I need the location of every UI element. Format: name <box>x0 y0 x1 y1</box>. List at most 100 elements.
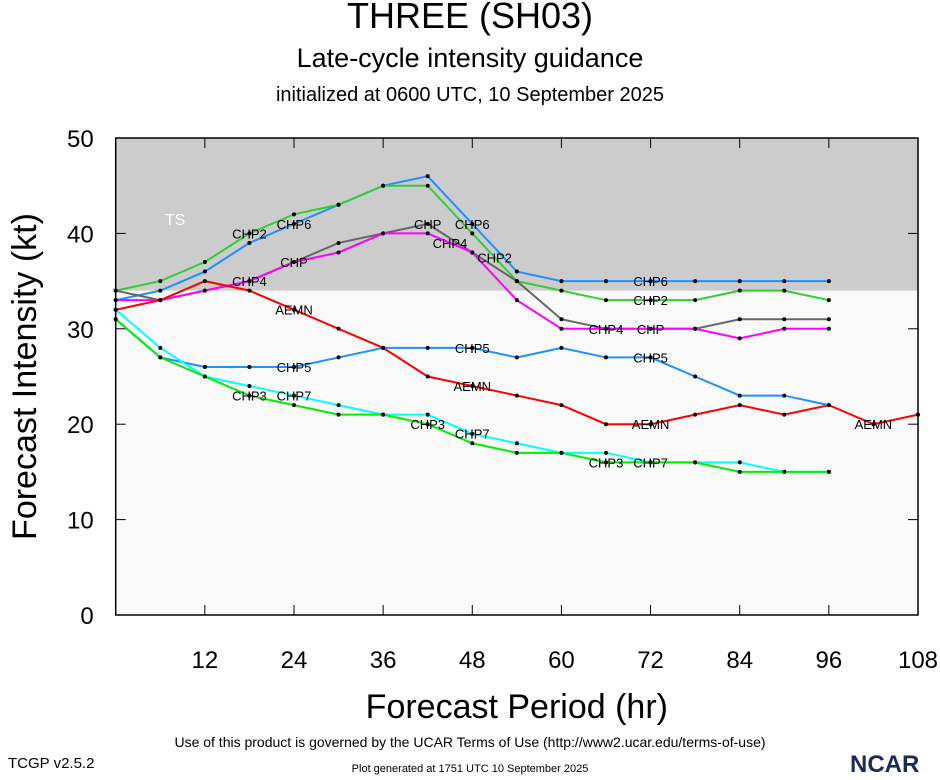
series-label-chp4: CHP4 <box>433 236 468 251</box>
data-point-chp5 <box>693 374 698 379</box>
data-point-aemn <box>782 412 787 417</box>
data-point-chp2 <box>782 288 787 293</box>
data-point-chp6 <box>202 269 207 274</box>
data-point-chp3 <box>336 412 341 417</box>
data-point-chp7 <box>158 345 163 350</box>
series-label-chp2: CHP2 <box>633 293 668 308</box>
data-point-chp5 <box>425 345 430 350</box>
series-label-chp6: CHP6 <box>455 217 490 232</box>
series-label-chp7: CHP7 <box>633 455 668 470</box>
series-label-chp3: CHP3 <box>589 455 624 470</box>
series-label-chp2: CHP2 <box>232 226 267 241</box>
series-label-aemn: AEMN <box>275 303 313 318</box>
data-point-chp7 <box>425 412 430 417</box>
data-point-chp2 <box>559 288 564 293</box>
data-point-chp5 <box>291 364 296 369</box>
ts-band <box>115 138 918 291</box>
data-point-aemn <box>425 374 430 379</box>
data-point-chp7 <box>336 403 341 408</box>
series-label-chp5: CHP5 <box>277 360 312 375</box>
data-point-chp4 <box>559 326 564 331</box>
data-point-chp3 <box>291 403 296 408</box>
x-tick-label: 72 <box>637 647 664 674</box>
data-point-chp5 <box>782 393 787 398</box>
data-point-chp4 <box>291 260 296 265</box>
data-point-aemn <box>291 307 296 312</box>
data-point-chp2 <box>693 298 698 303</box>
data-point-chp5 <box>603 355 608 360</box>
ncar-logo: NCAR <box>850 751 920 778</box>
data-point-chp <box>559 317 564 322</box>
series-label-chp7: CHP7 <box>277 389 312 404</box>
series-label-aemn: AEMN <box>855 417 893 432</box>
series-label-chp6: CHP6 <box>633 274 668 289</box>
data-point-aemn <box>202 279 207 284</box>
data-point-chp4 <box>202 288 207 293</box>
chart-title: THREE (SH03) <box>346 0 594 36</box>
data-point-chp2 <box>603 298 608 303</box>
series-label-chp5: CHP5 <box>633 350 668 365</box>
data-point-chp <box>514 279 519 284</box>
data-point-chp4 <box>470 250 475 255</box>
data-point-chp3 <box>425 422 430 427</box>
data-point-chp3 <box>514 450 519 455</box>
data-point-chp3 <box>559 450 564 455</box>
version-label: TCGP v2.5.2 <box>8 755 95 772</box>
data-point-chp <box>113 288 118 293</box>
data-point-chp7 <box>514 441 519 446</box>
y-tick-label: 50 <box>67 126 94 153</box>
data-point-chp7 <box>291 393 296 398</box>
y-tick-label: 10 <box>67 508 94 535</box>
x-axis-label: Forecast Period (hr) <box>366 688 668 726</box>
data-point-chp2 <box>470 231 475 236</box>
data-point-chp2 <box>291 212 296 217</box>
data-point-chp4 <box>381 231 386 236</box>
x-tick-label: 24 <box>281 647 308 674</box>
data-point-chp5 <box>202 364 207 369</box>
data-point-chp2 <box>336 202 341 207</box>
data-point-chp6 <box>247 240 252 245</box>
data-point-chp4 <box>336 250 341 255</box>
data-point-chp6 <box>648 279 653 284</box>
series-label-aemn: AEMN <box>453 379 491 394</box>
ts-band-label: TS <box>165 212 185 229</box>
data-point-chp2 <box>202 260 207 265</box>
data-point-chp2 <box>158 279 163 284</box>
data-point-chp2 <box>737 288 742 293</box>
data-point-chp2 <box>247 231 252 236</box>
data-point-chp4 <box>425 231 430 236</box>
series-label-chp: CHP <box>414 217 441 232</box>
chart-subtitle: Late-cycle intensity guidance <box>296 43 644 73</box>
series-label-chp4: CHP4 <box>232 274 267 289</box>
data-point-chp5 <box>381 345 386 350</box>
x-tick-label: 48 <box>459 647 486 674</box>
data-point-chp6 <box>425 174 430 179</box>
data-point-aemn <box>916 412 920 417</box>
data-point-chp2 <box>425 183 430 188</box>
data-point-chp4 <box>603 326 608 331</box>
data-point-chp3 <box>247 393 252 398</box>
data-point-chp4 <box>737 336 742 341</box>
data-point-aemn <box>514 393 519 398</box>
data-point-chp5 <box>559 345 564 350</box>
data-point-aemn <box>648 422 653 427</box>
x-tick-label: 60 <box>548 647 575 674</box>
data-point-chp5 <box>514 355 519 360</box>
data-point-aemn <box>693 412 698 417</box>
data-point-chp6 <box>470 221 475 226</box>
y-tick-label: 30 <box>67 317 94 344</box>
data-point-chp3 <box>202 374 207 379</box>
data-point-aemn <box>559 403 564 408</box>
data-point-chp4 <box>826 326 831 331</box>
series-label-aemn: AEMN <box>632 417 670 432</box>
data-point-chp5 <box>336 355 341 360</box>
data-point-chp7 <box>113 307 118 312</box>
y-tick-label: 0 <box>80 603 93 630</box>
data-point-chp6 <box>826 279 831 284</box>
generated-time: Plot generated at 1751 UTC 10 September … <box>351 763 589 775</box>
data-point-chp3 <box>381 412 386 417</box>
series-label-chp3: CHP3 <box>232 389 267 404</box>
data-point-chp7 <box>603 450 608 455</box>
data-point-chp6 <box>291 221 296 226</box>
